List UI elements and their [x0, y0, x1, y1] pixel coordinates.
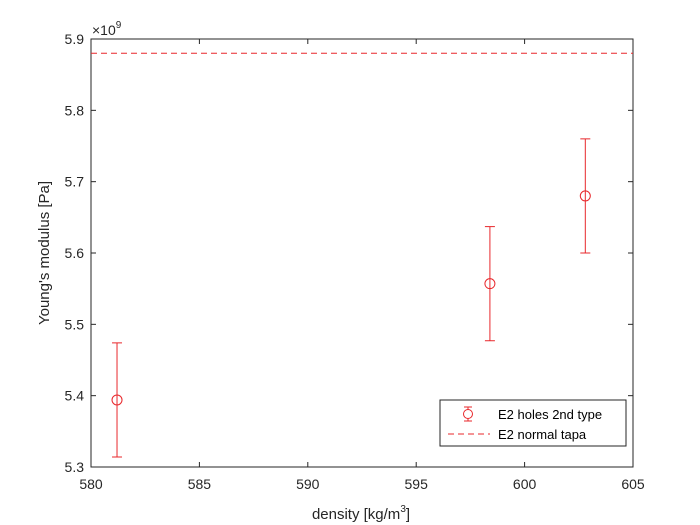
x-tick-label: 590: [296, 476, 320, 492]
y-tick-label: 5.9: [65, 31, 85, 47]
x-axis-label: density [kg/m3]: [312, 504, 410, 523]
y-axis-label: Young's modulus [Pa]: [36, 181, 53, 325]
x-tick-label: 585: [188, 476, 212, 492]
svg-text:×109: ×109: [92, 20, 122, 38]
legend: E2 holes 2nd type E2 normal tapa: [439, 399, 627, 447]
x-tick-label: 605: [621, 476, 645, 492]
legend-box: [439, 399, 627, 447]
series-layer: [91, 52, 633, 458]
legend-label-series-1: E2 holes 2nd type: [498, 407, 602, 422]
plot-area: [90, 38, 634, 468]
data-point-marker: [111, 394, 123, 406]
x-tick-label: 580: [79, 476, 103, 492]
y-tick-label: 5.8: [65, 102, 85, 118]
data-point-marker: [484, 278, 496, 290]
y-tick-label: 5.7: [65, 174, 85, 190]
y-exponent-label: ×109: [92, 20, 122, 38]
data-point-errorbar: [484, 226, 496, 342]
y-tick-label: 5.3: [65, 459, 85, 475]
axis-ticks: 580 585 590 595 600 605 5.3 5.4 5.5 5.6 5.7 5.8 5.9: [65, 31, 645, 492]
y-tick-label: 5.4: [65, 388, 85, 404]
data-point-errorbar: [111, 342, 123, 458]
y-tick-label: 5.5: [65, 316, 85, 332]
data-point-marker: [579, 190, 591, 202]
y-tick-label: 5.6: [65, 245, 85, 261]
x-tick-label: 600: [513, 476, 537, 492]
svg-text:density [kg/m3]: density [kg/m3]: [312, 504, 410, 523]
data-point-errorbar: [579, 138, 591, 254]
svg-text:Young's modulus [Pa]: Young's modulus [Pa]: [36, 181, 53, 325]
legend-label-series-2: E2 normal tapa: [498, 427, 587, 442]
legend-marker-circle: [463, 409, 473, 419]
x-tick-label: 595: [405, 476, 429, 492]
